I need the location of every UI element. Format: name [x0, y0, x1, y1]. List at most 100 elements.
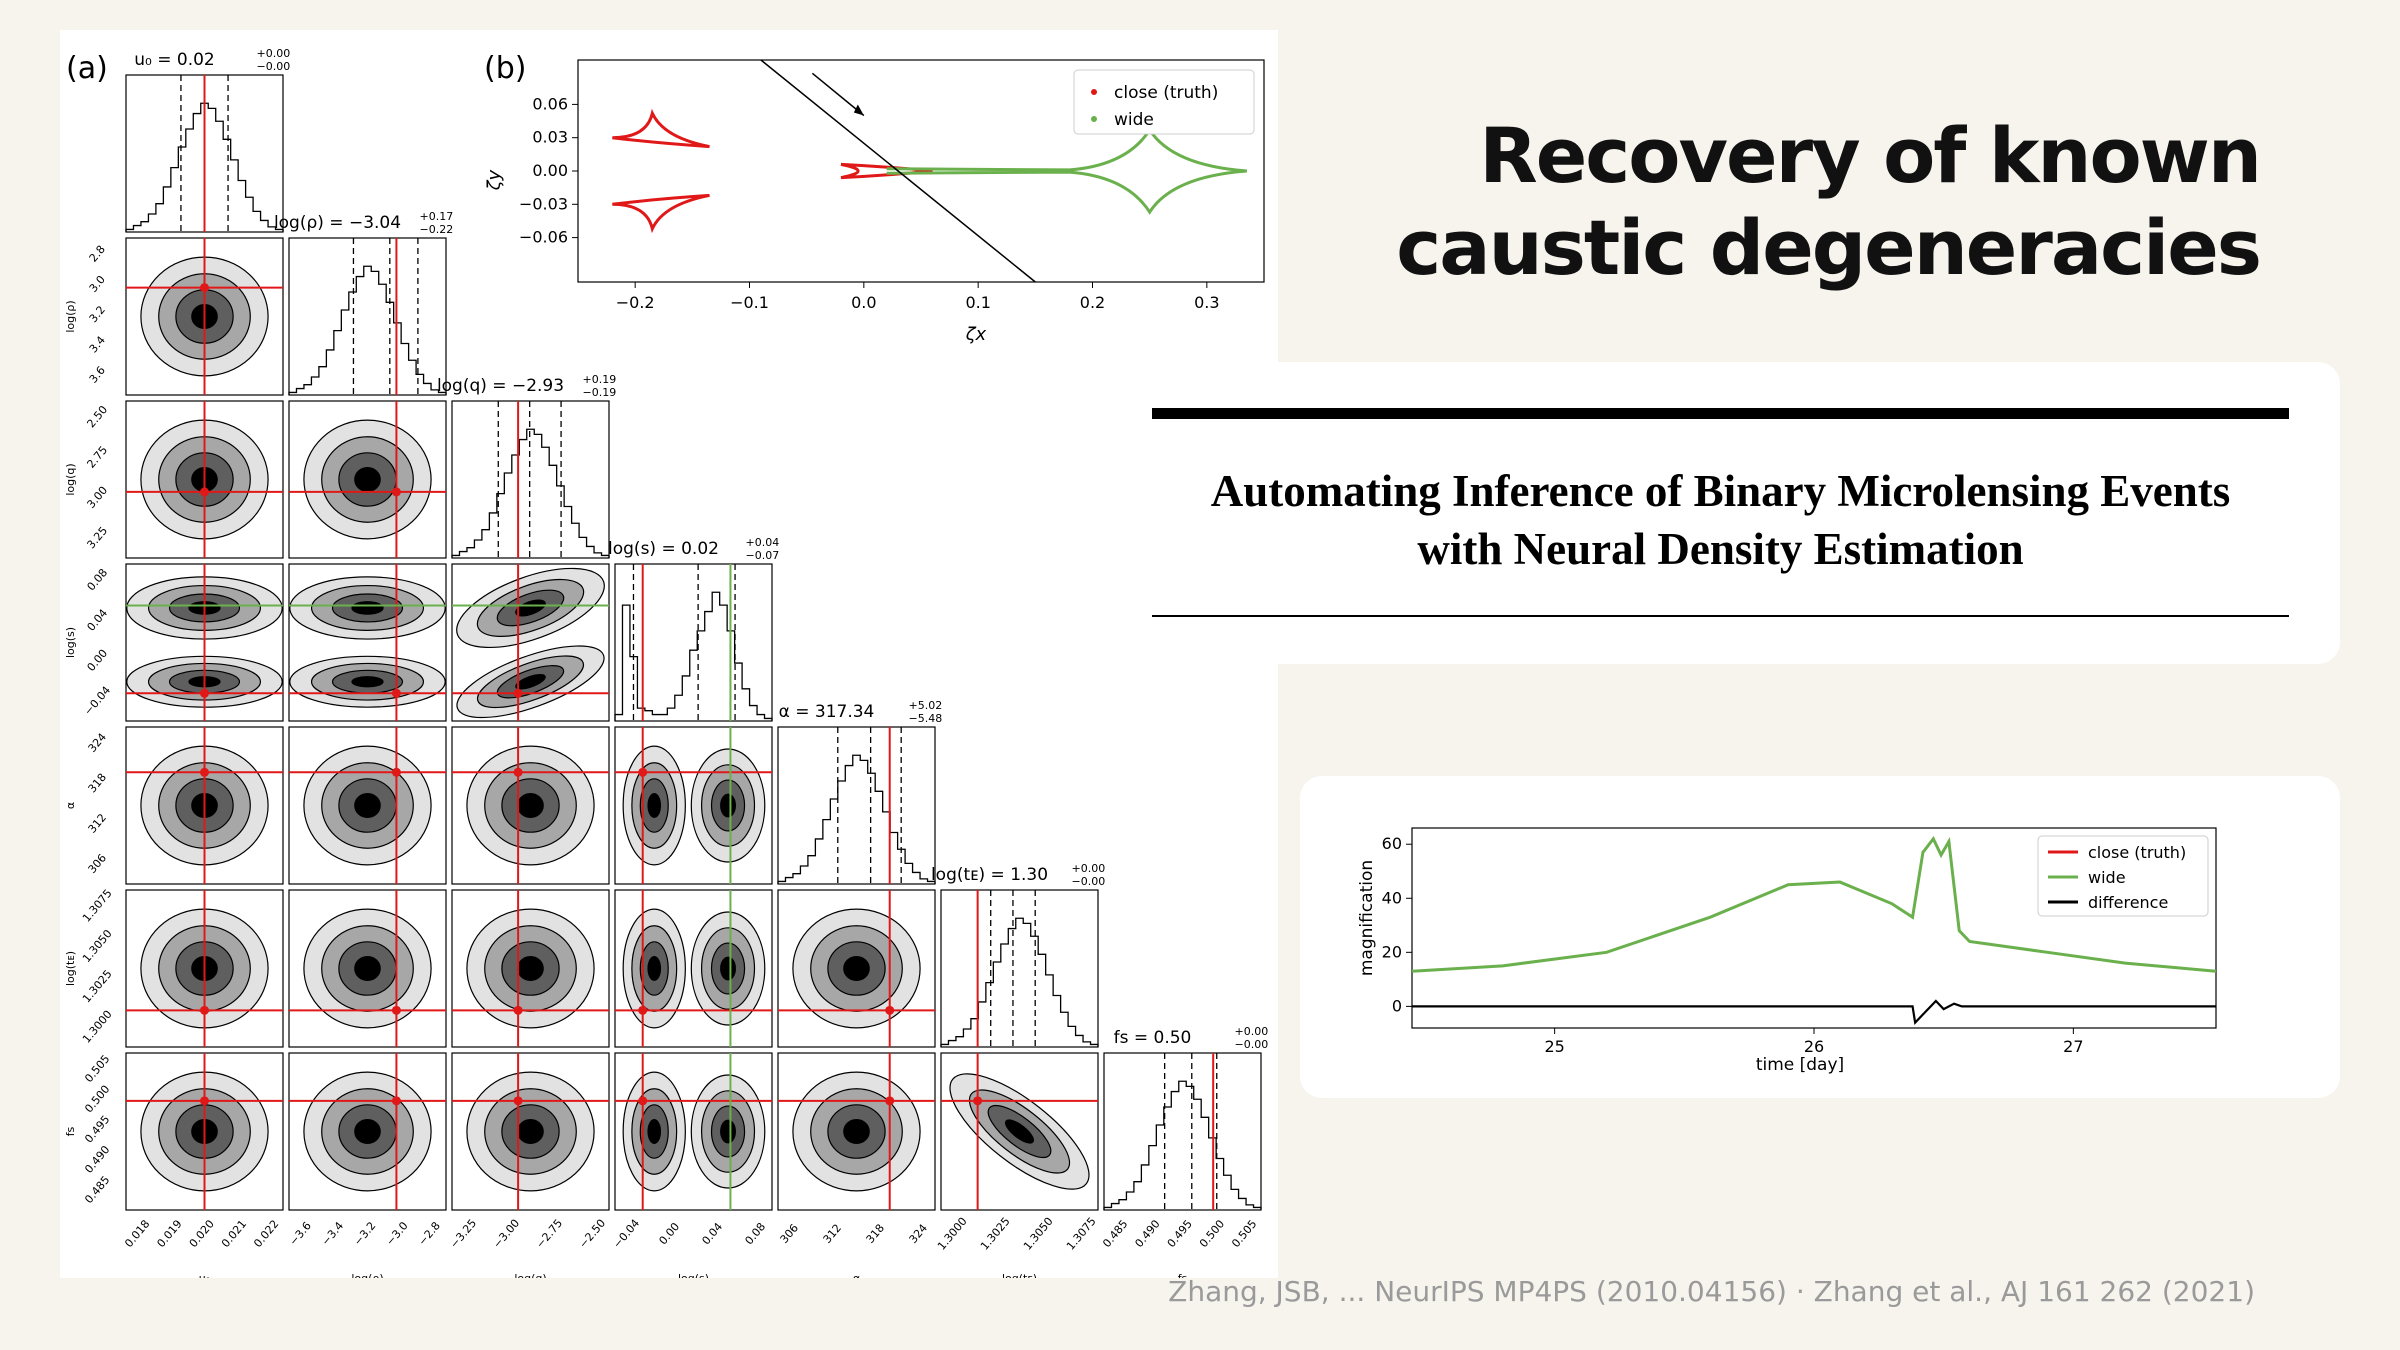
histogram-title-upper-error: +0.04: [746, 536, 780, 549]
paper-rule-top: [1152, 408, 2289, 419]
corner-xtick-label: 1.3000: [935, 1215, 970, 1253]
slide-title-line-2: caustic degeneracies: [1396, 203, 2262, 292]
corner-cell-1-0: [125, 237, 284, 396]
density-contour: [720, 793, 736, 818]
corner-cell-5-4: [777, 889, 936, 1048]
density-contour: [517, 793, 544, 818]
truth-point: [513, 688, 523, 698]
corner-ytick-label: 3.6: [87, 364, 108, 386]
caustic-ytick-label: −0.03: [519, 194, 568, 213]
corner-ylabel: α: [64, 802, 77, 809]
density-contour: [517, 1119, 544, 1144]
corner-cell-5-0: [125, 889, 284, 1048]
density-contour: [351, 601, 384, 615]
density-contour: [647, 1119, 662, 1144]
density-contour: [354, 467, 381, 492]
truth-point: [200, 688, 209, 698]
corner-ytick-label: 3.2: [87, 303, 108, 325]
histogram-title: log(s) = 0.02: [608, 539, 719, 559]
caustic-panel: −0.2 −0.1 0.0 0.1 0.2 0.3 0.06 0.03 0.00 −0.03 −0.…: [484, 59, 1265, 345]
corner-xlabel: log(s): [678, 1272, 709, 1278]
corner-xtick-label: 0.019: [154, 1218, 184, 1250]
caustic-xtick-label: 0.1: [965, 293, 990, 312]
corner-ytick-label: 3.4: [87, 334, 108, 356]
corner-cell-4-0: [125, 726, 284, 885]
corner-ytick-label: 1.3050: [80, 927, 115, 965]
lightcurve-ytick-label: 0: [1392, 996, 1402, 1015]
caustic-legend-box: [1073, 69, 1255, 135]
density-contour: [354, 793, 381, 818]
corner-ytick-label: 1.3075: [80, 887, 115, 925]
corner-cell-frame: [451, 400, 610, 559]
histogram-title-lower-error: −0.07: [746, 549, 780, 562]
corner-cell-3-2: [451, 563, 610, 722]
direction-arrow-head: [853, 104, 864, 116]
corner-xlabel: α: [853, 1272, 860, 1278]
corner-xtick-label: 318: [864, 1222, 887, 1246]
corner-cell-frame: [940, 889, 1099, 1048]
histogram-title-upper-error: +0.19: [583, 373, 617, 386]
corner-xtick-label: 0.020: [187, 1218, 217, 1250]
histogram-step: [1103, 1080, 1262, 1210]
histogram-title-lower-error: −0.22: [420, 223, 454, 236]
corner-cell-3-3: log(s) = 0.02 +0.04−0.07: [608, 536, 780, 722]
corner-xtick-label: 0.08: [742, 1220, 768, 1247]
histogram-title: log(ρ) = −3.04: [274, 213, 401, 233]
caustic-xlabel: ζx: [965, 324, 987, 345]
caustic-ytick-label: 0.06: [532, 94, 568, 113]
histogram-title-upper-error: +0.00: [1235, 1025, 1269, 1038]
lightcurve-legend-label: wide: [2088, 868, 2126, 887]
caustic-xtick-label: 0.0: [851, 293, 876, 312]
corner-cell-2-1: [288, 400, 447, 559]
corner-cell-6-4: [777, 1052, 936, 1211]
corner-xtick-label: 0.495: [1165, 1218, 1195, 1250]
truth-point: [391, 688, 401, 698]
truth-point: [391, 487, 401, 497]
corner-ylabel: fs: [64, 1126, 77, 1136]
caustic-ylabel: ζy: [484, 169, 505, 191]
caustic-legend-label: wide: [1114, 110, 1154, 130]
corner-ylabel: log(q): [64, 463, 77, 495]
lightcurve-xtick-label: 25: [1544, 1037, 1564, 1056]
truth-point: [638, 1005, 648, 1015]
corner-cell-6-2: [451, 1052, 610, 1211]
lightcurve-legend-label: difference: [2088, 893, 2168, 912]
corner-xtick-label: 0.021: [219, 1218, 249, 1250]
truth-point: [391, 1096, 401, 1106]
corner-ytick-label: 1.3000: [80, 1008, 115, 1046]
caustic-legend-marker: [1091, 116, 1097, 122]
paper-title-line-2: with Neural Density Estimation: [1417, 524, 2024, 574]
lightcurve-series-1: [1411, 835, 2217, 973]
histogram-title: u₀ = 0.02: [134, 50, 215, 70]
corner-cell-0-0: u₀ = 0.02 +0.00−0.00: [125, 47, 291, 233]
corner-xtick-label: −2.75: [534, 1217, 566, 1251]
caustic-xtick-label: 0.3: [1194, 293, 1219, 312]
truth-point: [200, 487, 209, 497]
histogram-step: [614, 591, 773, 721]
corner-xtick-label: −2.50: [577, 1217, 609, 1251]
panel-label-b: (b): [484, 51, 526, 86]
truth-point: [638, 767, 648, 777]
corner-cell-6-1: [288, 1052, 447, 1211]
truth-point: [885, 1005, 895, 1015]
corner-ytick-label: −0.04: [82, 684, 114, 718]
truth-point: [200, 767, 209, 777]
corner-cell-5-1: [288, 889, 447, 1048]
corner-xtick-label: 0.490: [1132, 1218, 1162, 1250]
density-contour: [720, 956, 736, 981]
corner-xtick-label: 0.018: [122, 1218, 152, 1250]
caustic-ytick-label: 0.03: [532, 128, 568, 147]
histogram-title: α = 317.34: [779, 702, 875, 722]
histogram-title-lower-error: −0.19: [583, 386, 617, 399]
histogram-title-lower-error: −0.00: [257, 60, 291, 73]
histogram-title-lower-error: −0.00: [1235, 1038, 1269, 1051]
corner-plot-figure: (a) u₀ = 0.02 +0.00 −0.00 log(ρ) = −3.04 +0.1…: [60, 30, 1278, 1285]
histogram-title-lower-error: −0.00: [1072, 875, 1106, 888]
corner-xtick-label: 306: [778, 1222, 801, 1246]
corner-xtick-label: 0.485: [1100, 1218, 1130, 1250]
corner-xtick-label: −2.8: [416, 1219, 443, 1248]
corner-xtick-label: 1.3075: [1064, 1215, 1099, 1253]
corner-cell-1-1: log(ρ) = −3.04 +0.17−0.22: [274, 210, 454, 396]
corner-xlabel: log(q): [514, 1272, 546, 1278]
